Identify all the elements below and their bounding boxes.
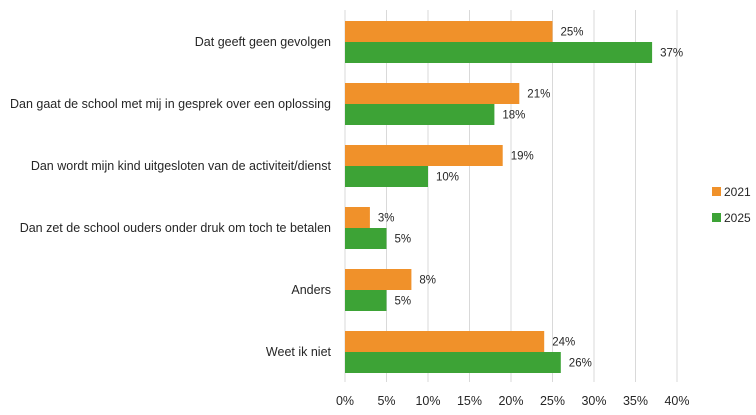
bar-2021	[345, 83, 520, 104]
category-label: Dan zet de school ouders onder druk om t…	[20, 221, 331, 235]
x-tick-label: 25%	[540, 394, 565, 408]
legend-swatch-2025	[712, 213, 721, 222]
data-label-2025: 10%	[436, 172, 459, 184]
bar-2021	[345, 145, 503, 166]
x-axis-ticks: 0% 5% 10% 15% 20% 25% 30% 35% 40%	[336, 394, 690, 408]
data-label-2021: 24%	[552, 337, 575, 349]
data-label-2025: 26%	[569, 358, 592, 370]
bar-2021	[345, 331, 545, 352]
x-tick-label: 40%	[664, 394, 689, 408]
x-tick-label: 30%	[581, 394, 606, 408]
bar-2021	[345, 21, 553, 42]
legend: 2021 2025	[712, 185, 751, 225]
bar-2025	[345, 166, 428, 187]
data-label-2021: 8%	[419, 275, 436, 287]
legend-swatch-2021	[712, 187, 721, 196]
bar-2025	[345, 104, 495, 125]
bars: 25%37%21%18%19%10%3%5%8%5%24%26%	[345, 21, 683, 373]
legend-label-2025: 2025	[724, 211, 751, 225]
x-tick-label: 5%	[377, 394, 395, 408]
bar-2021	[345, 269, 412, 290]
data-label-2021: 3%	[378, 213, 395, 225]
data-label-2025: 18%	[502, 110, 525, 122]
bar-2025	[345, 228, 387, 249]
x-tick-label: 35%	[623, 394, 648, 408]
data-label-2025: 5%	[395, 234, 412, 246]
data-label-2025: 37%	[660, 48, 683, 60]
data-label-2021: 25%	[561, 27, 584, 39]
category-labels: Dat geeft geen gevolgen Dan gaat de schoo…	[10, 35, 332, 359]
x-tick-label: 15%	[457, 394, 482, 408]
bar-2025	[345, 290, 387, 311]
legend-label-2021: 2021	[724, 185, 751, 199]
category-label: Dat geeft geen gevolgen	[195, 35, 331, 49]
bar-2021	[345, 207, 370, 228]
gridlines	[344, 10, 678, 382]
bar-2025	[345, 352, 561, 373]
x-tick-label: 0%	[336, 394, 354, 408]
x-tick-label: 10%	[415, 394, 440, 408]
data-label-2025: 5%	[395, 296, 412, 308]
category-label: Dan gaat de school met mij in gesprek ov…	[10, 97, 331, 111]
data-label-2021: 19%	[511, 151, 534, 163]
category-label: Dan wordt mijn kind uitgesloten van de a…	[31, 159, 332, 173]
category-label: Weet ik niet	[266, 345, 332, 359]
bar-2025	[345, 42, 653, 63]
x-tick-label: 20%	[498, 394, 523, 408]
data-label-2021: 21%	[527, 89, 550, 101]
category-label: Anders	[291, 283, 331, 297]
